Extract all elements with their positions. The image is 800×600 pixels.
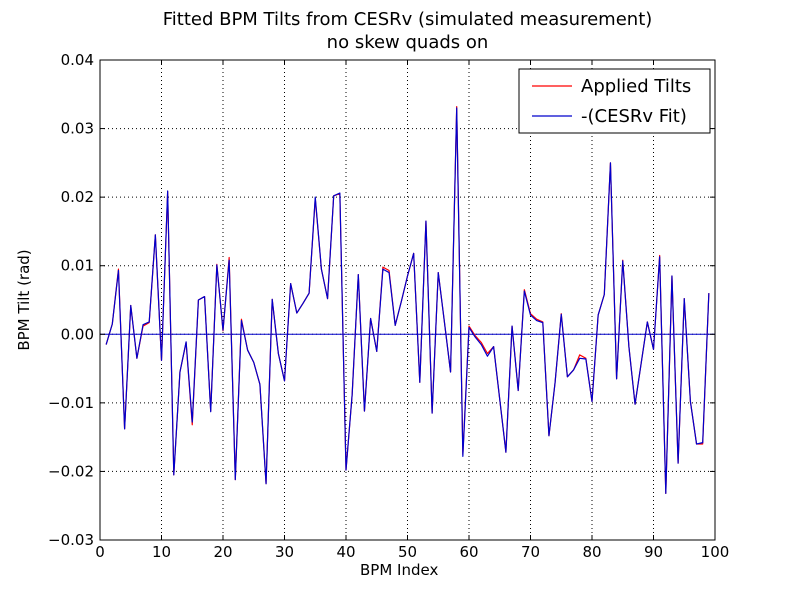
- x-tick-label: 90: [644, 543, 663, 561]
- y-tick-label: −0.02: [48, 462, 94, 480]
- legend-label-1: Applied Tilts: [581, 76, 691, 97]
- tick-layer: 0 10 20 30 40 50 60 70 80 90 100 −0.03 −0.02 −0.01 0.0…: [48, 51, 729, 561]
- y-tick-label: −0.01: [48, 394, 94, 412]
- legend-box: [518, 68, 711, 134]
- y-tick-label: −0.03: [48, 531, 94, 549]
- y-tick-label: 0.03: [61, 120, 94, 138]
- legend: Applied Tilts -(CESRv Fit): [518, 68, 711, 134]
- x-tick-label: 30: [275, 543, 294, 561]
- x-tick-label: 0: [95, 543, 105, 561]
- x-axis-label-text: BPM Index: [360, 561, 439, 579]
- x-tick-label: 10: [152, 543, 171, 561]
- x-tick-label: 20: [213, 543, 232, 561]
- series-line-2: [105, 107, 710, 494]
- x-tick-label: 80: [582, 543, 601, 561]
- legend-label-2: -(CESRv Fit): [581, 106, 687, 127]
- x-tick-label: 40: [336, 543, 355, 561]
- x-tick-label: 70: [521, 543, 540, 561]
- y-tick-label: 0.04: [61, 51, 94, 69]
- x-tick-label: 50: [398, 543, 417, 561]
- chart-title: Fitted BPM Tilts from CESRv (simulated m…: [162, 9, 653, 30]
- y-axis-label: BPM Tilt (rad): [15, 249, 33, 351]
- x-tick-label: 60: [459, 543, 478, 561]
- y-tick-label: 0.01: [61, 257, 94, 275]
- chart-subtitle: no skew quads on: [326, 32, 489, 53]
- y-tick-label: 0.02: [61, 188, 94, 206]
- x-tick-label: 100: [701, 543, 730, 561]
- series-layer: [105, 106, 710, 494]
- y-tick-label: 0.00: [61, 325, 94, 343]
